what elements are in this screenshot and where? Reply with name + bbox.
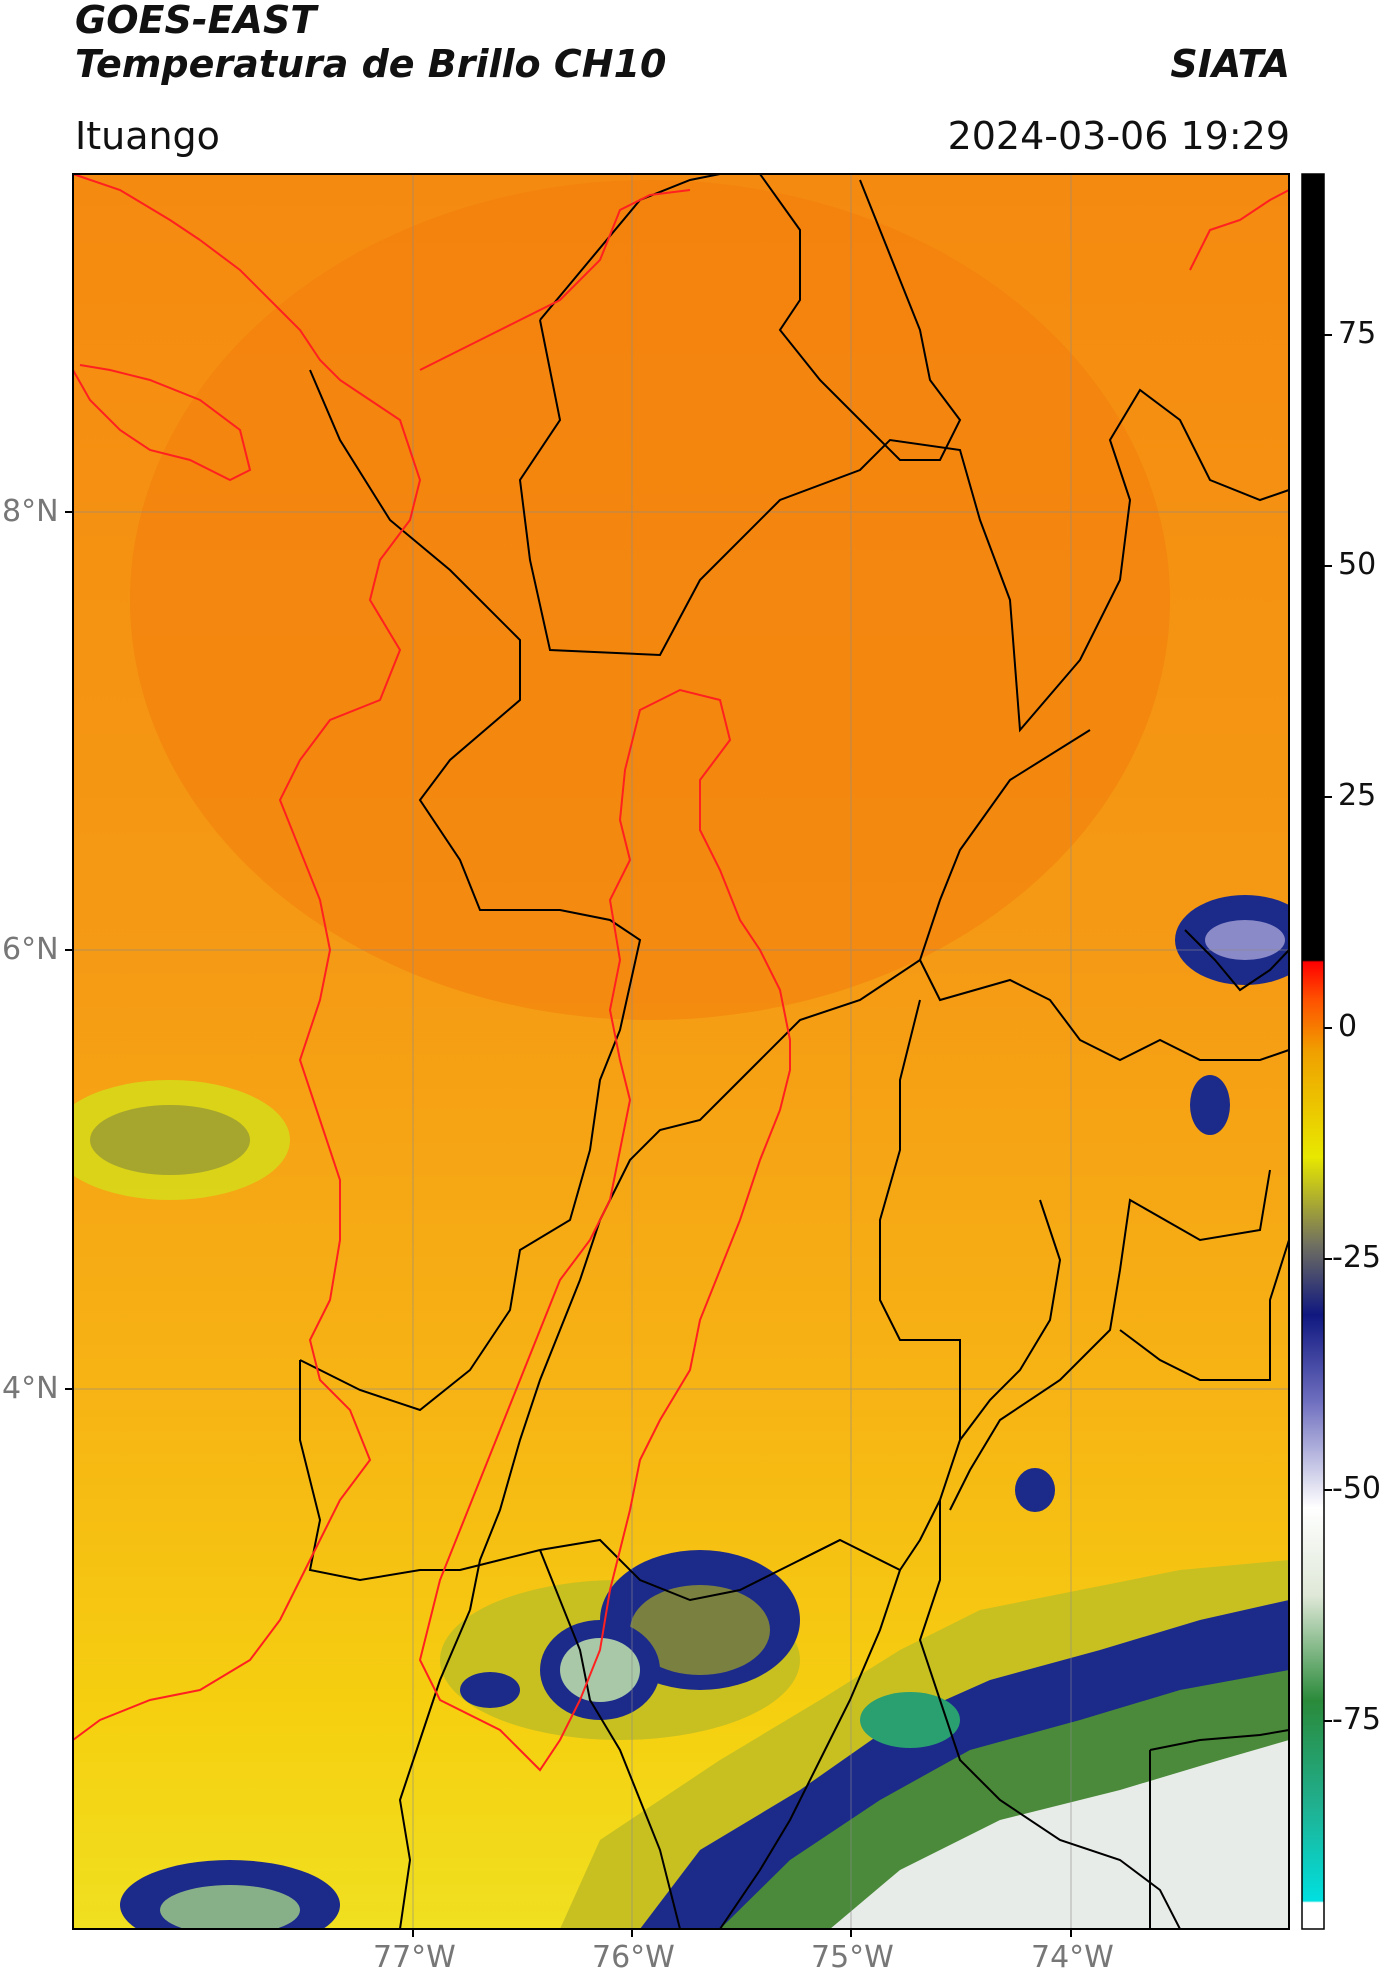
colorbar-ticks: [1324, 334, 1332, 1722]
lon-label-75w: 75°W: [811, 1940, 894, 1975]
lat-label-6n: 6°N: [2, 932, 59, 967]
lon-label-76w: 76°W: [592, 1940, 675, 1975]
region-label: Ituango: [75, 114, 220, 158]
graticule: [73, 174, 1289, 1929]
map-frame: [72, 173, 1290, 1930]
colorbar-label: 25: [1338, 778, 1377, 813]
colorbar-label: 50: [1338, 547, 1377, 582]
colorbar: [1301, 173, 1325, 1930]
basin-outline: [418, 688, 791, 1772]
coastline: [72, 173, 1290, 1741]
product-title: Temperatura de Brillo CH10: [75, 42, 667, 86]
lon-label-74w: 74°W: [1031, 1940, 1114, 1975]
lat-label-8n: 8°N: [2, 494, 59, 529]
axis-ticks: [65, 511, 1072, 1937]
lon-label-77w: 77°W: [373, 1940, 456, 1975]
colorbar-label: -50: [1332, 1471, 1381, 1506]
lat-label-4n: 4°N: [2, 1371, 59, 1406]
satellite-title: GOES-EAST: [75, 0, 317, 42]
colorbar-label: 0: [1338, 1009, 1358, 1044]
datetime-label: 2024-03-06 19:29: [947, 114, 1290, 158]
colorbar-label: 75: [1338, 316, 1377, 351]
colorbar-label: -25: [1332, 1240, 1381, 1275]
colorbar-label: -75: [1332, 1702, 1381, 1737]
department-boundaries: [299, 173, 1290, 1930]
temperature-field: [73, 174, 1289, 1929]
source-label: SIATA: [1170, 42, 1290, 86]
